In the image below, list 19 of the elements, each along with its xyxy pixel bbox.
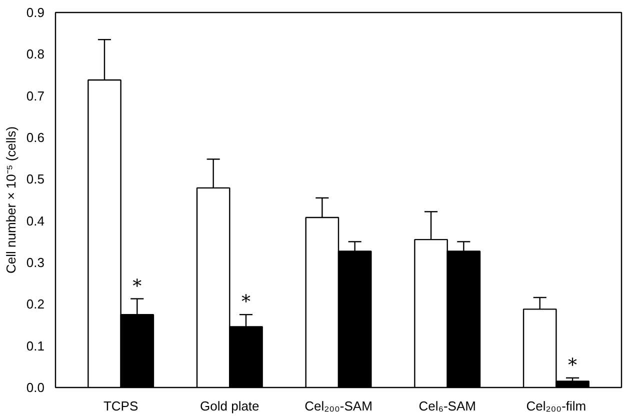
y-tick-label: 0.8	[26, 46, 45, 62]
x-tick-label: Cel₆-SAM	[418, 398, 476, 414]
text: 0.0	[26, 380, 45, 395]
x-tick-label: Gold plate	[200, 398, 260, 414]
y-tick-label: 0.6	[26, 130, 45, 145]
y-tick-label: 0.3	[26, 255, 45, 270]
y-tick-label: 0.4	[26, 213, 45, 228]
annotation: *	[241, 292, 250, 313]
y-tick-label: 0.7	[26, 88, 45, 104]
annotation: *	[568, 354, 578, 376]
x-tick-label: TCPS	[103, 398, 138, 414]
y-axis-title: Cell number × 10⁻⁵ (cells)	[3, 126, 18, 274]
x-tick-label: Cel₂₀₀-film	[526, 398, 586, 414]
x-tick-label: Cel₂₀₀-SAM	[304, 398, 372, 414]
annotation: *	[132, 276, 142, 297]
y-tick-label: 0.9	[26, 5, 45, 20]
y-tick-label: 0.2	[26, 296, 45, 312]
y-tick-label: 0.5	[26, 172, 45, 187]
y-tick-label: 0.1	[26, 338, 45, 354]
